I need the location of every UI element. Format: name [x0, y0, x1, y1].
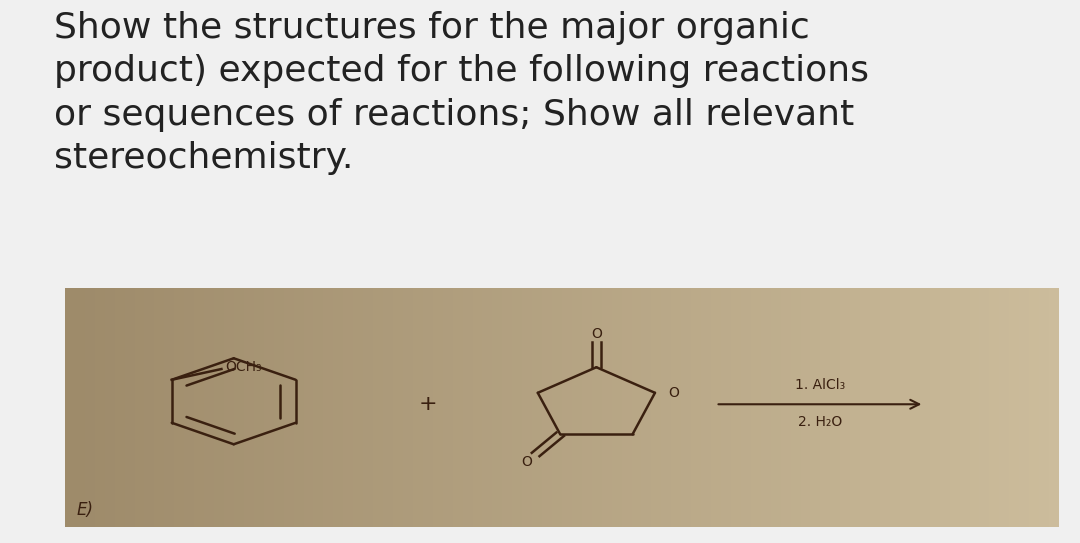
Text: O: O	[591, 327, 602, 342]
Text: E): E)	[77, 501, 94, 519]
Text: +: +	[418, 394, 436, 414]
Text: 1. AlCl₃: 1. AlCl₃	[795, 378, 845, 392]
Text: OCH₃: OCH₃	[226, 360, 262, 374]
Text: 2. H₂O: 2. H₂O	[798, 415, 842, 429]
Text: Show the structures for the major organic
product) expected for the following re: Show the structures for the major organi…	[54, 11, 869, 175]
Text: O: O	[667, 386, 678, 400]
Text: O: O	[521, 455, 531, 469]
